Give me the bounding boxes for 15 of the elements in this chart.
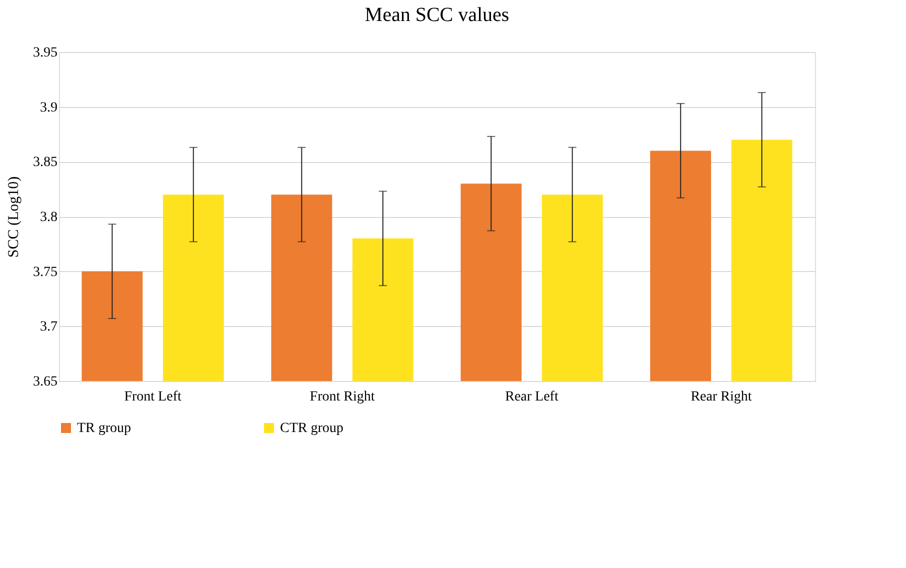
legend-label: TR group bbox=[77, 421, 132, 436]
y-tick-label: 3.9 bbox=[40, 100, 58, 116]
legend-label: CTR group bbox=[280, 421, 344, 436]
y-tick-label: 3.85 bbox=[33, 155, 58, 170]
y-tick-label: 3.75 bbox=[33, 264, 58, 280]
x-tick-label: Rear Left bbox=[505, 390, 558, 404]
x-tick-label: Front Left bbox=[124, 390, 182, 404]
chart-title: Mean SCC values bbox=[364, 4, 510, 26]
x-tick-label: Front Right bbox=[310, 390, 375, 404]
y-axis-title: SCC (Log10) bbox=[6, 176, 22, 258]
y-tick-label: 3.7 bbox=[40, 320, 58, 335]
y-tick-label: 3.65 bbox=[33, 374, 58, 390]
y-tick-label: 3.8 bbox=[40, 210, 58, 225]
y-tick-label: 3.95 bbox=[33, 46, 58, 60]
x-tick-label: Rear Right bbox=[690, 390, 752, 404]
